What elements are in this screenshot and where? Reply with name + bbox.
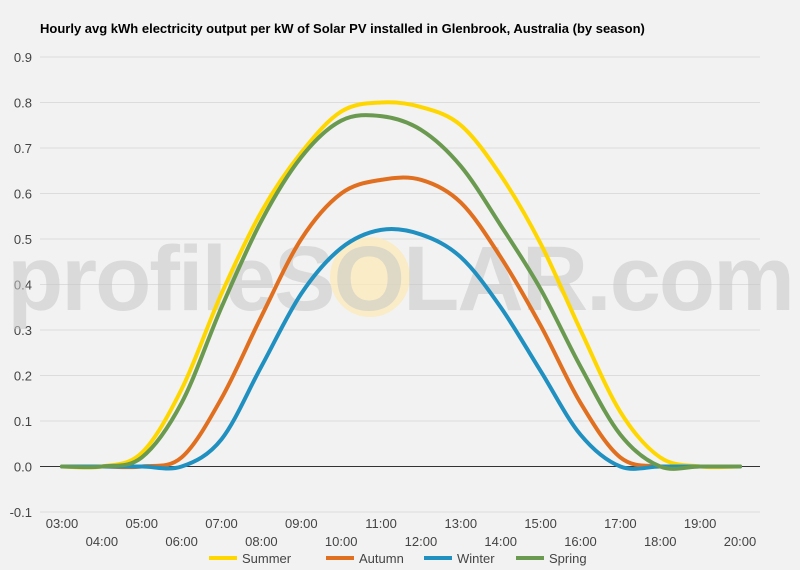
y-tick-label: -0.1 bbox=[10, 505, 32, 520]
legend-label-winter: Winter bbox=[457, 551, 495, 566]
legend-label-spring: Spring bbox=[549, 551, 587, 566]
x-tick-label: 13:00 bbox=[445, 516, 478, 531]
x-tick-label: 14:00 bbox=[484, 534, 517, 549]
y-tick-label: 0.8 bbox=[14, 96, 32, 111]
y-tick-label: 0.1 bbox=[14, 414, 32, 429]
x-tick-label: 03:00 bbox=[46, 516, 79, 531]
series-line-summer bbox=[60, 100, 742, 470]
y-tick-label: 0.6 bbox=[14, 187, 32, 202]
x-tick-label: 04:00 bbox=[86, 534, 119, 549]
x-axis-ticks: 03:00 04:00 05:00 06:00 07:00 08:00 09:00 10:00… bbox=[46, 516, 757, 549]
series-lines bbox=[60, 100, 742, 471]
x-tick-label: 06:00 bbox=[165, 534, 198, 549]
y-tick-label: 0.9 bbox=[14, 50, 32, 65]
x-tick-label: 11:00 bbox=[365, 516, 397, 531]
chart-title: Hourly avg kWh electricity output per kW… bbox=[40, 21, 645, 36]
y-axis-ticks: -0.1 0.0 0.1 0.2 0.3 0.4 0.5 0.6 0.7 0.8 0.9 bbox=[10, 50, 32, 520]
x-tick-label: 16:00 bbox=[564, 534, 597, 549]
x-tick-label: 05:00 bbox=[125, 516, 158, 531]
legend-label-summer: Summer bbox=[242, 551, 292, 566]
x-tick-label: 09:00 bbox=[285, 516, 318, 531]
x-tick-label: 10:00 bbox=[325, 534, 358, 549]
x-tick-label: 17:00 bbox=[604, 516, 637, 531]
x-tick-label: 18:00 bbox=[644, 534, 677, 549]
watermark: profileSOLAR.com bbox=[7, 228, 795, 330]
y-tick-label: 0.0 bbox=[14, 460, 32, 475]
series-line-spring bbox=[60, 113, 742, 471]
y-tick-label: 0.4 bbox=[14, 278, 32, 293]
y-tick-label: 0.3 bbox=[14, 323, 32, 338]
x-tick-label: 08:00 bbox=[245, 534, 278, 549]
watermark-sun bbox=[330, 237, 410, 317]
series-line-winter bbox=[60, 227, 742, 471]
legend: Summer Autumn Winter Spring bbox=[209, 551, 587, 566]
x-tick-label: 20:00 bbox=[724, 534, 757, 549]
legend-label-autumn: Autumn bbox=[359, 551, 404, 566]
series-line-autumn bbox=[60, 175, 742, 470]
x-tick-label: 12:00 bbox=[405, 534, 438, 549]
y-tick-label: 0.2 bbox=[14, 369, 32, 384]
x-tick-label: 15:00 bbox=[524, 516, 557, 531]
x-tick-label: 19:00 bbox=[684, 516, 717, 531]
x-tick-label: 07:00 bbox=[205, 516, 238, 531]
watermark-text: profileSOLAR.com bbox=[7, 228, 793, 330]
y-tick-label: 0.7 bbox=[14, 141, 32, 156]
y-tick-label: 0.5 bbox=[14, 232, 32, 247]
